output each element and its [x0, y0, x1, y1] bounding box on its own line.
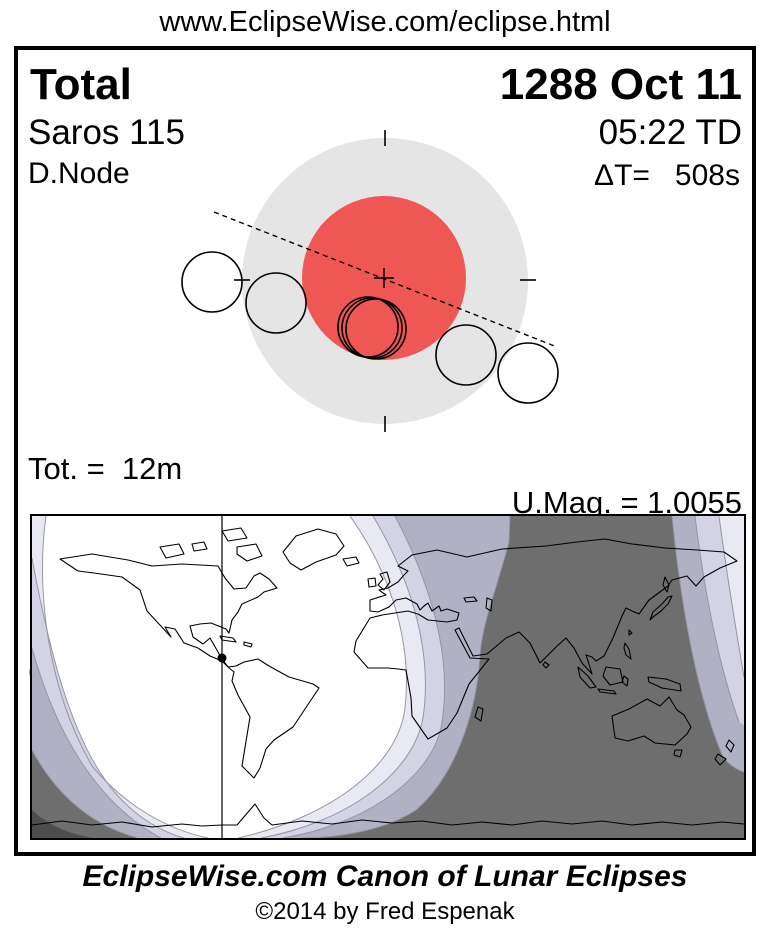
- footer-title: EclipseWise.com Canon of Lunar Eclipses: [82, 860, 688, 893]
- shadow-geometry-diagram: [181, 130, 559, 432]
- node-label: D.Node: [28, 157, 130, 190]
- west-corner-darkest: [32, 810, 94, 838]
- boundary-west-4: [32, 749, 139, 838]
- boundary-east-3: [282, 516, 446, 838]
- eclipse-type-title: Total: [30, 60, 132, 109]
- moon-circle-u4: [435, 324, 497, 386]
- sublunar-point-dot: [217, 653, 227, 663]
- source-url: www.EclipseWise.com/eclipse.html: [159, 6, 611, 38]
- moon-circle-u1: [245, 272, 307, 334]
- west-band-dark: [32, 750, 138, 838]
- eclipse-date-title: 1288 Oct 11: [499, 60, 742, 109]
- boundary-bell-right-2: [694, 516, 740, 723]
- boundary-bell-right-3: [718, 516, 744, 678]
- visibility-map-frame: [30, 514, 746, 840]
- no-eclipse-bell: [301, 516, 744, 838]
- moon-position-circles: [181, 251, 559, 404]
- boundary-east-2: [260, 516, 426, 838]
- stat-total-duration: Tot. = 12m: [28, 451, 183, 486]
- shadow-center-cross: [374, 268, 394, 288]
- moon-circle-p4: [497, 342, 559, 404]
- moon-circle-p1: [181, 251, 243, 313]
- boundary-bell-left: [300, 516, 511, 838]
- ecliptic-dashed-line: [213, 211, 558, 348]
- band-boundaries: [32, 516, 744, 838]
- coastlines: [32, 527, 744, 828]
- delta-t-label: ΔT= 508s: [594, 159, 740, 192]
- time-label: 05:22 TD: [598, 113, 742, 152]
- eclipse-card-border: [14, 46, 756, 856]
- visibility-map: [32, 516, 744, 838]
- boundary-west-1: [41, 516, 209, 838]
- footer-copyright: ©2014 by Fred Espenak: [255, 898, 515, 925]
- boundary-west-3: [32, 647, 162, 838]
- stat-umbral-magnitude: U.Mag. = 1.0055: [511, 485, 742, 520]
- saros-label: Saros 115: [28, 113, 185, 152]
- boundary-east-1: [237, 516, 407, 838]
- boundary-west-2: [32, 557, 185, 838]
- moon-circle-u3: [345, 298, 407, 360]
- west-band-total: [32, 648, 161, 838]
